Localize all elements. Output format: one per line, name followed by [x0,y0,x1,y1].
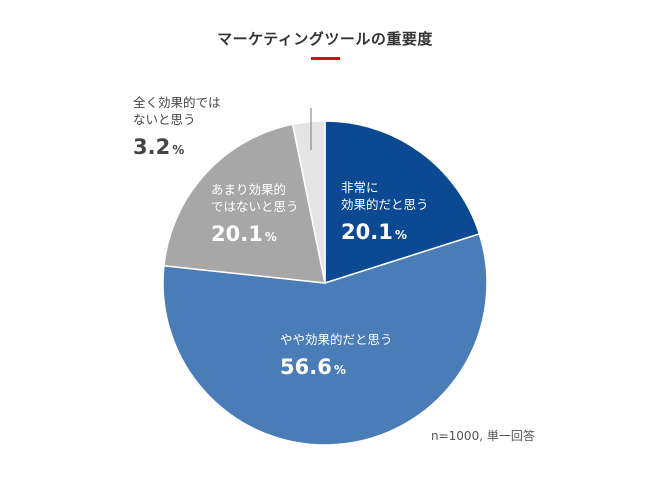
pie-slices [162,120,488,446]
pie-slice-somewhat-effective [162,232,488,446]
slice-label-text: やや効果的だと思う [280,332,393,347]
slice-value-number: 20.1 [341,220,393,244]
slice-value: 20.1% [341,220,407,244]
sample-note: n=1000, 単一回答 [431,429,535,443]
slice-label-text: あまり効果的 [211,182,286,197]
slice-value-number: 20.1 [211,222,263,246]
slice-value-unit: % [395,228,407,242]
pie-slice-not-at-all-effective [291,120,326,284]
slice-label-text: ではないと思う [211,199,299,214]
slice-label-text: 非常に [341,180,379,195]
slice-value-unit: % [334,363,346,377]
pie-slice-not-very-effective [163,123,326,284]
slice-value: 56.6% [280,355,346,379]
slice-label-somewhat-effective: やや効果的だと思う 56.6% [280,332,393,379]
title-underline [311,57,340,60]
slice-value: 20.1% [211,222,277,246]
slice-value: 3.2% [133,135,184,159]
slice-label-text: ないと思う [133,112,196,127]
slice-value-number: 3.2 [133,135,170,159]
slice-label-text: 効果的だと思う [341,197,429,212]
pie-slice-very-effective [324,120,481,285]
slice-label-text: 全く効果的では [133,95,221,110]
slice-value-unit: % [265,230,277,244]
slice-value-unit: % [172,143,184,157]
chart-title: マーケティングツールの重要度 [217,30,433,48]
slice-value-number: 56.6 [280,355,332,379]
